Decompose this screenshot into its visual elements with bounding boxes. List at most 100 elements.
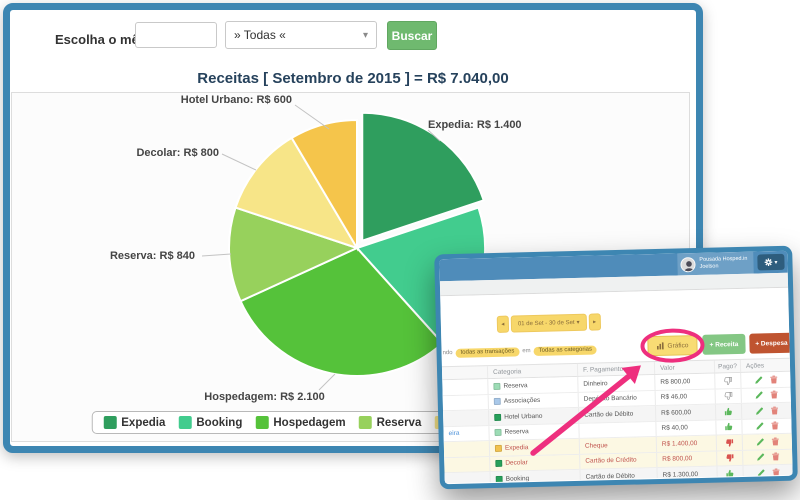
cell-date: eira — [443, 426, 488, 442]
thumb-up-icon[interactable] — [726, 469, 735, 478]
delete-trash-icon[interactable] — [771, 452, 780, 461]
table-row: Decolar Cartão de Crédito R$ 800,00 — [444, 449, 793, 474]
pie-slice-expedia[interactable] — [361, 111, 485, 243]
pie-label-reserva: Reserva: R$ 840 — [109, 250, 195, 262]
thumb-up-icon[interactable] — [724, 422, 733, 431]
cell-paid — [716, 450, 743, 466]
cell-value: R$ 600,00 — [654, 404, 716, 421]
legend-item-hospedagem[interactable]: Hospedagem — [255, 416, 346, 429]
cell-category: Hotel Urbano — [488, 407, 579, 425]
delete-trash-icon[interactable] — [770, 421, 779, 430]
overlay-header: Pousada Hosped.in Joelson — [439, 250, 788, 282]
col-valor: Valor — [653, 360, 715, 375]
pie-label-decolar: Decolar: R$ 800 — [136, 147, 219, 159]
edit-pencil-icon[interactable] — [754, 375, 763, 384]
table-row: Expedia Cheque R$ 1.400,00 — [443, 433, 793, 458]
edit-pencil-icon[interactable] — [755, 422, 764, 431]
cell-actions — [741, 418, 792, 434]
delete-trash-icon[interactable] — [769, 375, 778, 384]
pie-chart — [201, 104, 486, 391]
pie-slice-decolar[interactable] — [234, 136, 360, 250]
edit-pencil-icon[interactable] — [755, 437, 764, 446]
add-despesa-button[interactable]: + Despesa — [749, 332, 793, 354]
prev-period-button[interactable]: ◂ — [496, 315, 510, 333]
delete-trash-icon[interactable] — [769, 406, 778, 415]
thumb-down-icon[interactable] — [723, 376, 732, 385]
user-menu[interactable]: Pousada Hosped.in Joelson — [677, 251, 754, 276]
legend-swatch-hospedagem — [255, 416, 269, 429]
legend-swatch-booking — [178, 416, 192, 429]
add-receita-button[interactable]: + Receita — [702, 333, 746, 355]
pie-label-hotel-urbano: Hotel Urbano: R$ 600 — [180, 94, 292, 106]
filter-prefix: ndo — [442, 349, 453, 357]
cell-paid — [716, 465, 743, 482]
category-swatch — [493, 382, 501, 390]
legend-label: Booking — [196, 416, 243, 429]
category-select[interactable]: » Todas « ▾ — [225, 21, 377, 49]
cell-date — [444, 441, 489, 457]
search-button[interactable]: Buscar — [387, 21, 437, 50]
thumb-down-icon[interactable] — [724, 391, 733, 401]
cell-category: Reserva — [488, 423, 579, 441]
cell-payment: Cartão de Débito — [577, 406, 656, 423]
delete-trash-icon[interactable] — [770, 437, 779, 446]
transactions-table: Categoria F. Pagamento Valor Pago? Ações… — [441, 357, 793, 484]
legend-swatch-reserva — [358, 416, 372, 429]
col-pagamento: F. Pagamento — [576, 362, 655, 376]
cell-paid — [714, 372, 741, 389]
chevron-down-icon: ▾ — [362, 29, 368, 41]
col-pago: Pago? — [713, 359, 741, 373]
edit-pencil-icon[interactable] — [754, 391, 763, 400]
pie-slice-hospedagem[interactable] — [239, 246, 444, 377]
date-range-nav: ◂ 01 de Set - 30 de Set ▾ ▸ — [496, 313, 601, 333]
next-period-button[interactable]: ▸ — [588, 313, 601, 331]
category-swatch — [495, 460, 503, 468]
edit-pencil-icon[interactable] — [754, 406, 763, 415]
grafico-label: Gráfico — [667, 341, 689, 350]
cell-value: R$ 800,00 — [654, 373, 715, 390]
date-range-button[interactable]: 01 de Set - 30 de Set ▾ — [510, 313, 587, 333]
settings-button[interactable]: ▾ — [757, 253, 785, 271]
cell-date — [445, 472, 490, 483]
user-name: Pousada Hosped.in Joelson — [699, 255, 748, 270]
table-row: Booking Cartão de Débito R$ 1.300,00 — [444, 464, 793, 484]
transactions-filter-pill[interactable]: todas as transações — [455, 346, 520, 358]
categories-filter-pill[interactable]: Todas as categorias — [533, 344, 598, 356]
pie-label-expedia: Expedia: R$ 1.400 — [428, 119, 522, 131]
legend-item-booking[interactable]: Booking — [178, 416, 242, 429]
legend-item-reserva[interactable]: Reserva — [358, 416, 421, 429]
thumb-up-icon[interactable] — [724, 407, 733, 416]
grafico-button[interactable]: Gráfico — [647, 335, 698, 357]
table-row: Hotel Urbano Cartão de Débito R$ 600,00 — [443, 402, 792, 427]
cell-payment — [578, 421, 656, 438]
month-input[interactable] — [135, 22, 217, 48]
cell-payment: Dinheiro — [577, 375, 655, 392]
cell-actions — [740, 387, 791, 403]
delete-trash-icon[interactable] — [771, 468, 780, 477]
legend-item-expedia[interactable]: Expedia — [103, 416, 165, 429]
cell-paid — [715, 434, 743, 451]
filter-row: ndo todas as transações em Todas as cate… — [442, 343, 598, 359]
cell-payment: Cartão de Débito — [579, 468, 657, 484]
cell-actions — [742, 464, 793, 481]
pie-label-leader-line — [221, 153, 257, 171]
thumb-down-icon[interactable] — [725, 438, 734, 447]
pie-slice-reserva[interactable] — [228, 206, 360, 303]
legend-label: Hospedagem — [273, 416, 346, 429]
edit-pencil-icon[interactable] — [756, 468, 765, 477]
pie-label-leader-line — [318, 373, 336, 391]
category-swatch — [495, 475, 503, 483]
bar-chart-icon — [656, 342, 664, 350]
edit-pencil-icon[interactable] — [756, 453, 765, 462]
overlay-window: Pousada Hosped.in Joelson — [434, 245, 798, 490]
category-swatch — [494, 413, 502, 421]
chevron-down-icon: ▾ — [774, 259, 778, 266]
date-link[interactable]: eira — [448, 430, 460, 438]
cell-category: Reserva — [487, 376, 578, 394]
cell-category: Booking — [489, 469, 580, 484]
cell-paid — [715, 419, 742, 435]
delete-trash-icon[interactable] — [769, 390, 778, 399]
cell-value: R$ 40,00 — [655, 420, 716, 437]
thumb-down-icon[interactable] — [725, 453, 734, 462]
